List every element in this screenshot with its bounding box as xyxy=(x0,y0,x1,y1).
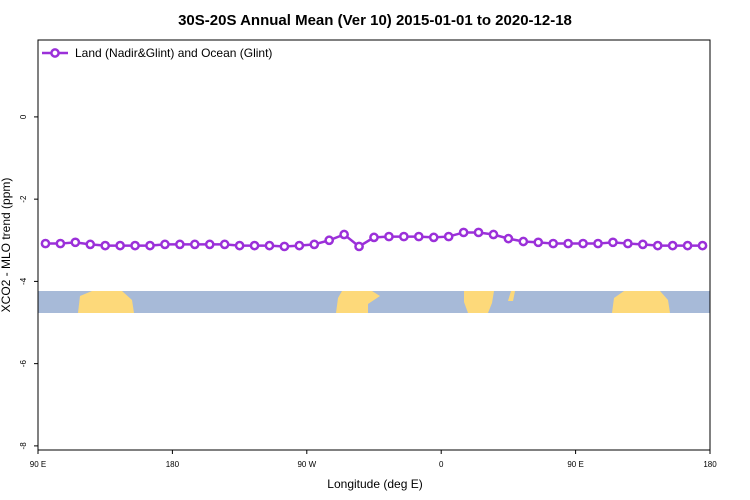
data-point xyxy=(608,237,618,248)
data-point xyxy=(294,240,305,251)
data-point xyxy=(458,227,469,238)
y-tick-label: -8 xyxy=(19,442,28,450)
x-axis-label: Longitude (deg E) xyxy=(327,477,422,491)
data-point xyxy=(593,238,603,249)
data-point xyxy=(533,237,544,248)
data-point xyxy=(249,240,260,251)
legend-marker xyxy=(50,48,60,58)
plot-frame xyxy=(37,39,711,451)
data-point xyxy=(637,239,648,250)
data-point xyxy=(354,241,364,252)
y-tick-label: -2 xyxy=(19,195,28,203)
data-point xyxy=(189,239,200,250)
data-point xyxy=(697,240,708,251)
legend-label: Land (Nadir&Glint) and Ocean (Glint) xyxy=(75,46,272,60)
data-point xyxy=(175,239,185,250)
y-tick-label: 0 xyxy=(19,114,28,119)
x-tick-label: 0 xyxy=(439,460,444,469)
data-point xyxy=(413,231,424,242)
data-point xyxy=(667,240,678,251)
y-tick-label: -6 xyxy=(19,360,28,368)
y-tick-label: -4 xyxy=(19,277,28,285)
x-tick-label: 90 E xyxy=(567,460,583,469)
data-point xyxy=(40,238,51,249)
x-tick-label: 90 W xyxy=(297,460,316,469)
data-point xyxy=(503,233,514,244)
data-point xyxy=(518,236,529,247)
data-point xyxy=(55,238,66,249)
data-point xyxy=(115,240,125,251)
data-point xyxy=(324,235,335,246)
data-point xyxy=(339,229,349,240)
data-point xyxy=(473,227,484,238)
data-point xyxy=(563,238,573,249)
data-point xyxy=(234,240,245,251)
data-point xyxy=(548,238,559,249)
data-point xyxy=(279,241,290,252)
x-tick-label: 180 xyxy=(703,460,717,469)
data-point xyxy=(70,237,81,248)
data-point xyxy=(682,240,693,251)
x-tick-label: 90 E xyxy=(30,460,46,469)
map-strip xyxy=(38,291,710,313)
data-point xyxy=(443,231,454,242)
data-point xyxy=(578,238,588,249)
data-point xyxy=(100,240,111,251)
data-point xyxy=(652,240,663,251)
chart-title: 30S-20S Annual Mean (Ver 10) 2015-01-01 … xyxy=(178,12,572,29)
y-axis-label: XCO2 - MLO trend (ppm) xyxy=(0,178,13,313)
data-point xyxy=(399,231,409,242)
data-point xyxy=(488,229,499,240)
data-point xyxy=(369,232,379,243)
data-point xyxy=(623,238,633,249)
data-point xyxy=(204,239,215,250)
data-point xyxy=(264,240,275,251)
x-tick-label: 180 xyxy=(166,460,180,469)
data-point xyxy=(384,231,394,242)
data-point xyxy=(130,240,140,251)
data-point xyxy=(145,240,155,251)
data-point xyxy=(309,239,320,250)
data-point xyxy=(428,232,439,243)
data-point xyxy=(160,239,170,250)
data-point xyxy=(85,239,96,250)
data-point xyxy=(219,239,230,250)
